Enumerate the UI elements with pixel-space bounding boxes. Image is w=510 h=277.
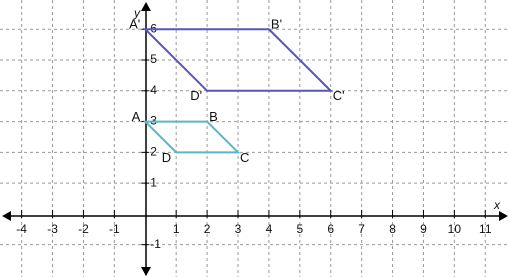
vertex-label: D bbox=[162, 150, 171, 165]
y-tick-label: -1 bbox=[150, 237, 161, 251]
vertex-label: B' bbox=[271, 17, 282, 32]
vertex-label: B bbox=[209, 109, 218, 124]
x-tick-label: 11 bbox=[479, 222, 492, 236]
x-tick-label: 9 bbox=[420, 222, 427, 236]
x-tick-label: 5 bbox=[296, 222, 303, 236]
vertex-label: A' bbox=[129, 17, 140, 32]
y-arrow-top bbox=[141, 2, 151, 11]
vertex-label: A bbox=[132, 109, 141, 124]
vertex-label: C bbox=[240, 150, 249, 165]
x-tick-label: 4 bbox=[266, 222, 273, 236]
y-tick-label: 5 bbox=[150, 52, 157, 66]
x-tick-label: 1 bbox=[173, 222, 180, 236]
x-tick-label: 7 bbox=[358, 222, 365, 236]
y-arrow-bottom bbox=[141, 267, 151, 276]
y-axis-label: y bbox=[133, 6, 141, 20]
y-tick-label: 2 bbox=[150, 145, 157, 159]
x-tick-label: 10 bbox=[448, 222, 462, 236]
x-axis-label: x bbox=[493, 198, 501, 212]
x-tick-label: 2 bbox=[204, 222, 211, 236]
x-tick-label: -4 bbox=[16, 222, 27, 236]
x-tick-label: -2 bbox=[78, 222, 89, 236]
y-tick-label: 1 bbox=[150, 175, 157, 189]
parallelogram bbox=[142, 28, 334, 92]
x-tick-label: 6 bbox=[327, 222, 334, 236]
x-tick-label: 8 bbox=[389, 222, 396, 236]
x-tick-label: -1 bbox=[109, 222, 120, 236]
parallelogram bbox=[142, 120, 241, 154]
x-tick-label: -3 bbox=[47, 222, 58, 236]
vertex-label: C' bbox=[333, 88, 345, 103]
x-arrow-right bbox=[499, 211, 508, 221]
x-arrow-left bbox=[2, 211, 11, 221]
x-tick-label: 3 bbox=[235, 222, 242, 236]
y-tick-label: 4 bbox=[150, 83, 157, 97]
vertex-label: D' bbox=[190, 88, 202, 103]
